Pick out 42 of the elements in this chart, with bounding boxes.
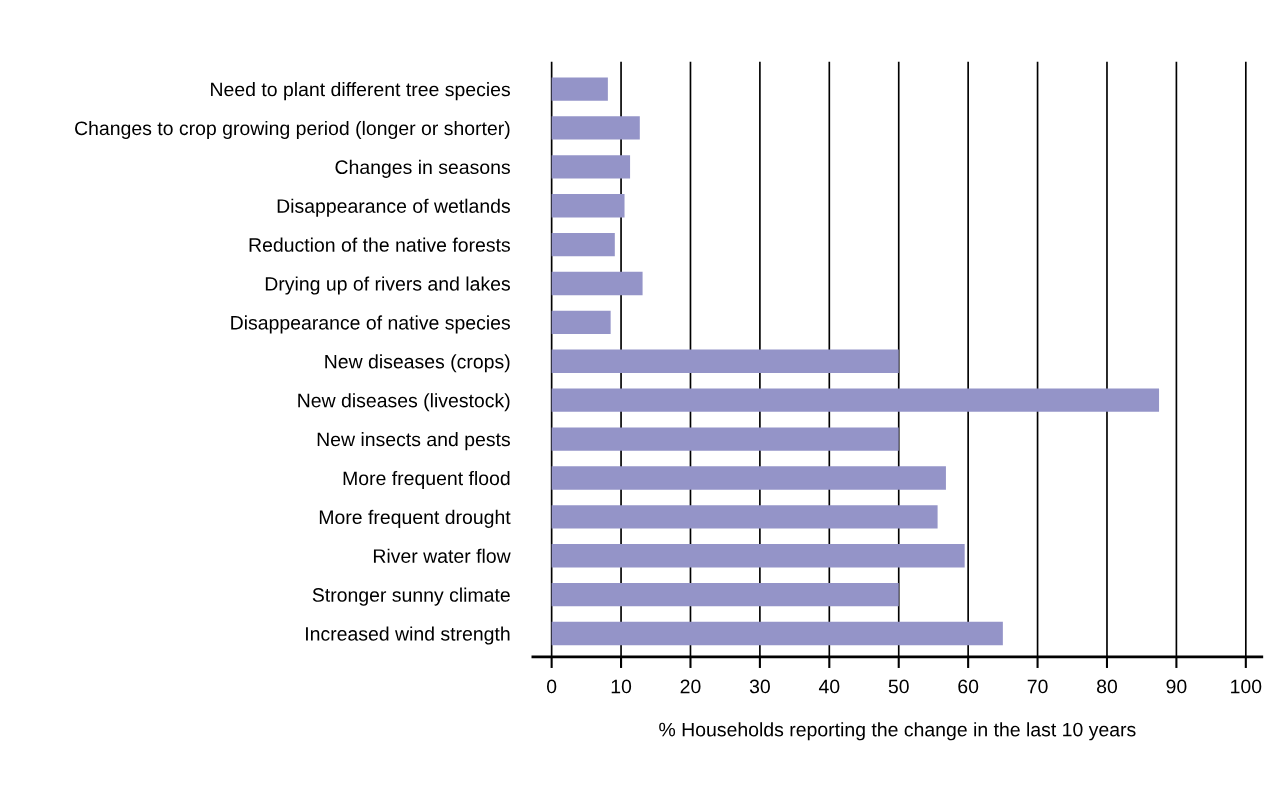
x-tick-label: 10	[611, 679, 632, 694]
y-tick-label: Changes in seasons	[335, 159, 510, 178]
y-tick-label: Need to plant different tree species	[211, 82, 510, 101]
bar	[551, 77, 608, 101]
bar	[551, 621, 1003, 646]
y-tick-label: River water flow	[373, 548, 511, 563]
y-tick-label: Drying up of rivers and lakes	[265, 276, 510, 295]
bar	[551, 310, 611, 335]
x-tick-label: 20	[680, 679, 701, 694]
bar	[551, 194, 625, 218]
y-tick-label: Changes to crop growing period (longer or shorter)	[75, 120, 510, 140]
y-tick-label: More frequent drought	[319, 509, 511, 528]
x-tick-label: 70	[1027, 679, 1048, 694]
y-tick-label: Increased wind strength	[306, 626, 510, 645]
bar	[551, 582, 899, 607]
bar	[551, 505, 938, 529]
bar	[551, 271, 643, 296]
x-tick-label: 60	[958, 679, 979, 694]
y-tick-label: New diseases (livestock)	[298, 393, 510, 412]
bar	[551, 466, 946, 490]
bar	[551, 388, 1160, 412]
bar	[551, 544, 965, 568]
y-tick-label: More frequent flood	[343, 470, 510, 490]
x-tick-label: 0	[546, 679, 557, 694]
bar	[551, 349, 899, 373]
x-tick-label: 90	[1166, 679, 1187, 694]
y-tick-label: Reduction of the native forests	[249, 237, 510, 252]
x-tick-label: 40	[818, 679, 840, 694]
y-tick-label: New diseases (crops)	[325, 354, 510, 373]
x-tick-label: 50	[888, 679, 909, 694]
y-tick-label: Stronger sunny climate	[312, 587, 510, 606]
bar	[551, 116, 640, 140]
bar	[551, 155, 631, 179]
bar	[551, 427, 899, 451]
x-tick-label: 100	[1231, 679, 1262, 694]
x-axis-title: % Households reporting the change in the last 10 years	[659, 722, 1136, 741]
y-tick-label: New insects and pests	[317, 432, 510, 451]
bar	[551, 232, 615, 257]
y-tick-label: Disappearance of wetlands	[277, 198, 510, 217]
y-tick-label: Disappearance of native species	[231, 315, 510, 334]
x-tick-label: 30	[749, 679, 770, 694]
x-tick-label: 80	[1097, 679, 1118, 694]
